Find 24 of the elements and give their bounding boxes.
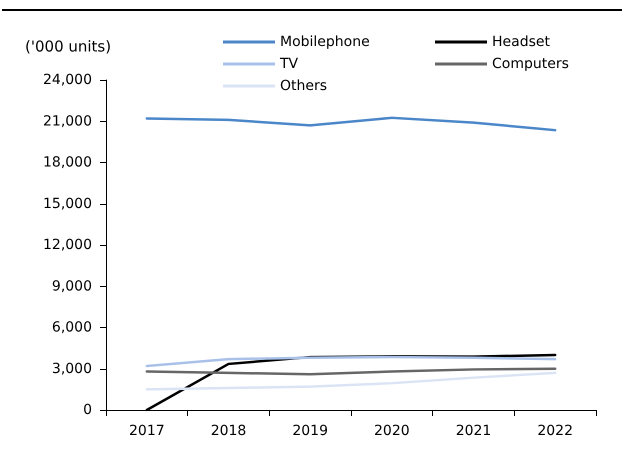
line-series: [146, 356, 556, 368]
y-tick-label: 12,000: [43, 237, 92, 253]
legend-label: Computers: [492, 56, 569, 72]
line-series: [146, 372, 556, 391]
legend-label: TV: [279, 56, 299, 72]
legend-label: Others: [280, 78, 328, 94]
line-series: [146, 116, 556, 132]
legend-label: Mobilephone: [280, 34, 370, 50]
x-tick-label: 2017: [129, 423, 165, 439]
y-tick-label: 21,000: [43, 113, 92, 130]
x-tick-label: 2019: [292, 423, 328, 439]
x-tick-label: 2018: [210, 423, 246, 439]
y-tick-label: 9,000: [52, 278, 92, 294]
x-tick-label: 2020: [374, 423, 410, 439]
legend-label: Headset: [492, 34, 551, 50]
x-tick-label: 2022: [537, 423, 573, 439]
y-tick-label: 3,000: [52, 360, 92, 377]
y-tick-label: 24,000: [43, 72, 92, 88]
y-tick-label: 0: [83, 402, 92, 418]
x-tick-label: 2021: [456, 423, 492, 439]
y-tick-label: 6,000: [52, 320, 92, 336]
y-tick-label: 15,000: [43, 196, 92, 212]
y-tick-label: 18,000: [43, 154, 92, 170]
y-axis-title: ('000 units): [25, 38, 112, 56]
